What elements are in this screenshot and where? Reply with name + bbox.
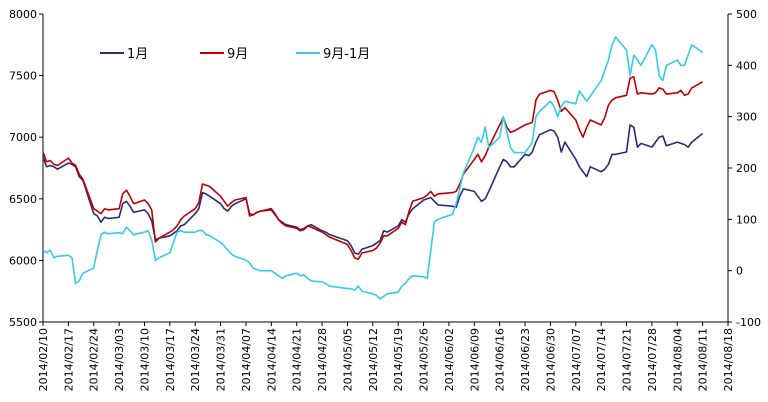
x-tick-label: 2014/04/28 [316,328,329,391]
x-tick-label: 2014/05/05 [341,328,354,391]
x-tick-label: 2014/07/07 [570,328,583,391]
y-right-tick-label: 300 [736,111,757,124]
x-tick-label: 2014/04/21 [291,328,304,391]
series-layer [42,36,704,300]
x-tick-label: 2014/05/19 [392,328,405,391]
chart-legend: 1月 9月 9月-1月 [100,47,370,62]
x-tick-label: 2014/07/21 [621,328,634,391]
y-left-tick-label: 7000 [9,131,37,144]
x-tick-label: 2014/08/11 [697,328,710,391]
legend-label-1: 1月 [127,47,148,62]
x-tick-label: 2014/03/24 [189,328,202,391]
x-tick-label: 2014/03/10 [138,328,151,391]
y-right-tick-label: 400 [736,59,757,72]
x-tick-label: 2014/04/14 [265,328,278,391]
series-line-3 [42,36,704,300]
y-right-tick-label: 100 [736,213,757,226]
x-tick-label: 2014/02/17 [62,328,75,391]
x-tick-label: 2014/06/09 [468,328,481,391]
x-tick-label: 2014/04/07 [240,328,253,391]
y-left-tick-label: 5500 [9,316,37,329]
x-tick-label: 2014/07/14 [595,328,608,391]
y-left-tick-label: 7500 [9,70,37,83]
legend-label-2: 9月 [227,47,248,62]
x-tick-label: 2014/06/02 [443,328,456,391]
y-right-tick-label: -100 [736,316,761,329]
x-tick-label: 2014/08/18 [722,328,735,391]
x-tick-label: 2014/05/12 [367,328,380,391]
y-right-tick-label: 200 [736,162,757,175]
x-tick-label: 2014/05/26 [418,328,431,391]
series-line-2 [42,76,703,261]
x-tick-label: 2014/06/30 [544,328,557,391]
x-tick-label: 2014/03/03 [113,328,126,391]
x-tick-label: 2014/02/10 [37,328,50,391]
x-tick-label: 2014/08/04 [671,328,684,391]
y-left-tick-label: 6500 [9,193,37,206]
chart-axes: 5500 6000 6500 7000 7500 8000 -100 0 100 200 300 40… [9,8,761,391]
x-tick-label: 2014/03/17 [164,328,177,391]
x-tick-label: 2014/03/31 [215,328,228,391]
y-left-tick-label: 6000 [9,254,37,267]
y-right-tick-label: 0 [736,265,743,278]
series-line-1 [42,124,704,255]
x-tick-label: 2014/07/28 [646,328,659,391]
x-tick-label: 2014/02/24 [88,328,101,391]
legend-label-3: 9月-1月 [323,47,370,62]
x-tick-label: 2014/06/23 [519,328,532,391]
x-tick-label: 2014/06/16 [494,328,507,391]
y-left-tick-label: 8000 [9,8,37,21]
y-right-tick-label: 500 [736,8,757,21]
